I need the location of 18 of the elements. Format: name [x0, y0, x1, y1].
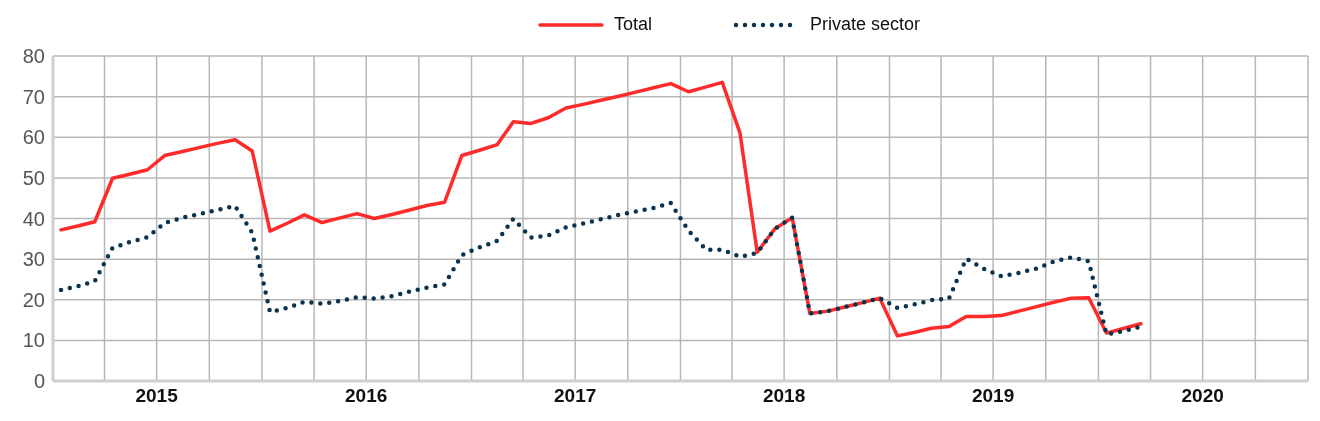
y-tick-label: 70 [22, 85, 45, 108]
y-tick-label: 0 [33, 370, 45, 393]
y-tick-label: 40 [22, 207, 45, 230]
x-tick-label: 2020 [1181, 385, 1224, 407]
x-tick-label: 2019 [971, 385, 1015, 407]
x-tick-label: 2018 [762, 385, 806, 407]
y-tick-label: 50 [22, 166, 45, 189]
x-tick-label: 2017 [554, 385, 597, 407]
y-tick-label: 20 [22, 288, 45, 311]
y-tick-label: 60 [22, 126, 45, 149]
y-tick-label: 80 [22, 45, 45, 68]
line-series [59, 80, 1143, 338]
legend-label: Private sector [809, 14, 921, 35]
y-tick-label: 30 [22, 248, 45, 271]
x-tick-label: 2015 [135, 385, 179, 407]
legend-label: Total [613, 14, 652, 35]
y-tick-label: 10 [22, 329, 45, 352]
x-tick-label: 2016 [345, 385, 388, 407]
